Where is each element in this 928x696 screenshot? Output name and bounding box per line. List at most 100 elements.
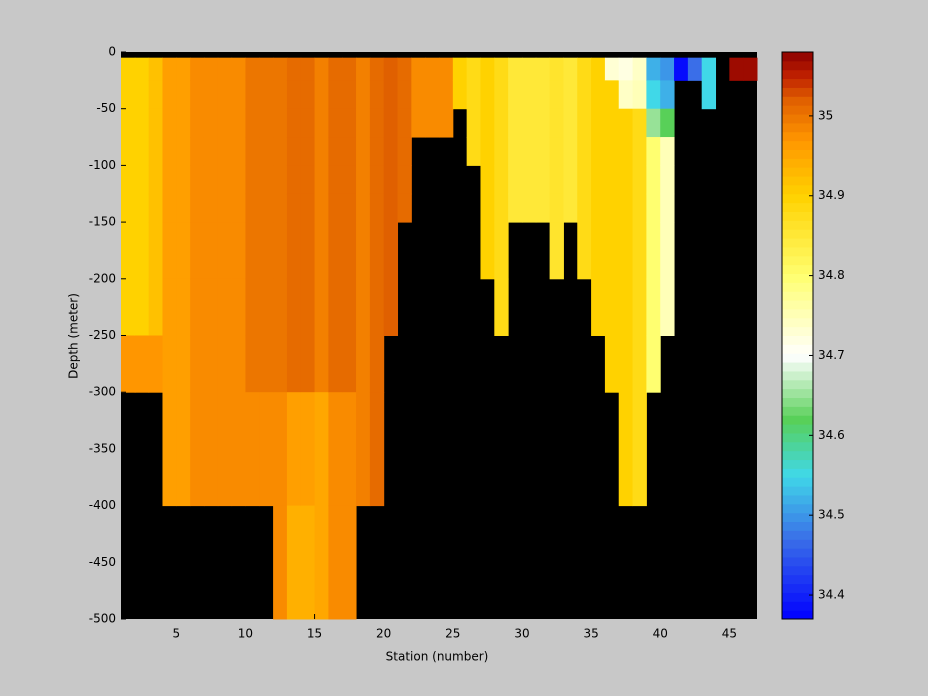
heat-cell [134, 278, 150, 336]
heat-cell [646, 137, 661, 166]
y-tick-label: -500 [89, 612, 116, 626]
y-tick-label: -200 [89, 271, 116, 285]
heat-cell [521, 193, 537, 223]
heat-cell [439, 80, 454, 110]
heat-cell [300, 80, 316, 110]
heat-cell [176, 57, 191, 81]
colorbar-swatch [782, 96, 813, 106]
colorbar-swatch [782, 131, 813, 142]
heat-cell [535, 108, 551, 138]
heat-cell [231, 193, 246, 223]
heat-cell [314, 278, 329, 336]
heat-cell [618, 80, 634, 110]
heat-cell [300, 505, 316, 620]
heat-cell [411, 57, 426, 81]
heat-cell [480, 108, 495, 138]
colorbar-swatch [782, 105, 813, 115]
heat-cell [273, 222, 288, 280]
heat-cell [190, 335, 205, 393]
colorbar-swatch [782, 432, 813, 443]
heat-cell [162, 278, 177, 336]
heat-cell [618, 165, 634, 195]
heat-cell [328, 108, 343, 138]
heat-cell [563, 193, 578, 223]
heat-cell [369, 137, 385, 166]
colorbar-tick-label: 34.4 [818, 588, 845, 602]
heat-cell [480, 137, 495, 166]
heat-cell [190, 137, 205, 166]
heat-cell [632, 222, 647, 280]
y-tick-label: 0 [108, 45, 116, 59]
heat-cell [314, 392, 329, 507]
heat-cell [134, 165, 150, 195]
heat-cell [646, 108, 661, 138]
heat-cell [646, 57, 661, 81]
heat-cell [466, 57, 481, 81]
heat-cell [356, 392, 371, 507]
heat-cell [604, 137, 620, 166]
heat-cell [273, 57, 288, 81]
heat-cell [314, 80, 329, 110]
heat-cell [660, 108, 675, 138]
heat-cell [494, 278, 509, 336]
heat-cell [314, 165, 329, 195]
heat-cell [632, 392, 647, 507]
heat-cell [121, 57, 136, 81]
heat-cell [217, 278, 233, 336]
heat-cell [300, 335, 316, 393]
heat-cell [494, 80, 509, 110]
heat-cell [273, 335, 288, 393]
heat-cell [203, 165, 219, 195]
heat-cell [134, 80, 150, 110]
x-tick-label: 20 [376, 627, 391, 641]
heat-cell [286, 165, 302, 195]
heat-cell [604, 57, 620, 81]
heat-cell [660, 165, 675, 195]
heat-cell [660, 80, 675, 110]
heat-cell [577, 165, 592, 195]
heat-cell [508, 137, 523, 166]
colorbar-swatch [782, 202, 813, 212]
heat-cell [521, 108, 537, 138]
heat-cell [383, 80, 399, 110]
y-tick-label: -350 [89, 441, 116, 455]
heat-cell [342, 335, 357, 393]
heat-cell [328, 193, 343, 223]
heat-cell [190, 278, 205, 336]
heat-cell [383, 193, 399, 223]
heat-cell [259, 165, 274, 195]
colorbar-swatch [782, 114, 813, 124]
colorbar-swatch [782, 512, 813, 523]
heat-cell [259, 222, 274, 280]
heat-cell [176, 278, 191, 336]
heat-cell [452, 57, 468, 81]
x-tick-label: 10 [238, 627, 253, 641]
heat-cell [162, 57, 177, 81]
x-tick-label: 30 [514, 627, 529, 641]
colorbar-swatch [782, 255, 813, 266]
heat-cell [356, 57, 371, 81]
heat-cell [563, 108, 578, 138]
heat-cell [342, 80, 357, 110]
heat-cell [646, 165, 661, 195]
heat-cell [632, 278, 647, 336]
colorbar-swatch [782, 184, 813, 195]
heat-cell [535, 57, 551, 81]
heat-cell [356, 165, 371, 195]
colorbar-swatch [782, 87, 813, 97]
heat-cell [314, 57, 329, 81]
colorbar-swatch [782, 335, 813, 345]
heat-cell [604, 222, 620, 280]
y-tick-label: -150 [89, 215, 116, 229]
colorbar-swatch [782, 229, 813, 239]
heat-cell [245, 392, 260, 507]
heat-cell [342, 108, 357, 138]
heat-cell [535, 137, 551, 166]
heat-cell [328, 505, 343, 620]
heat-cell [328, 57, 343, 81]
heat-cell [245, 222, 260, 280]
heat-cell [521, 80, 537, 110]
heat-cell [259, 193, 274, 223]
y-tick-label: -250 [89, 328, 116, 342]
heat-cell [425, 57, 440, 81]
